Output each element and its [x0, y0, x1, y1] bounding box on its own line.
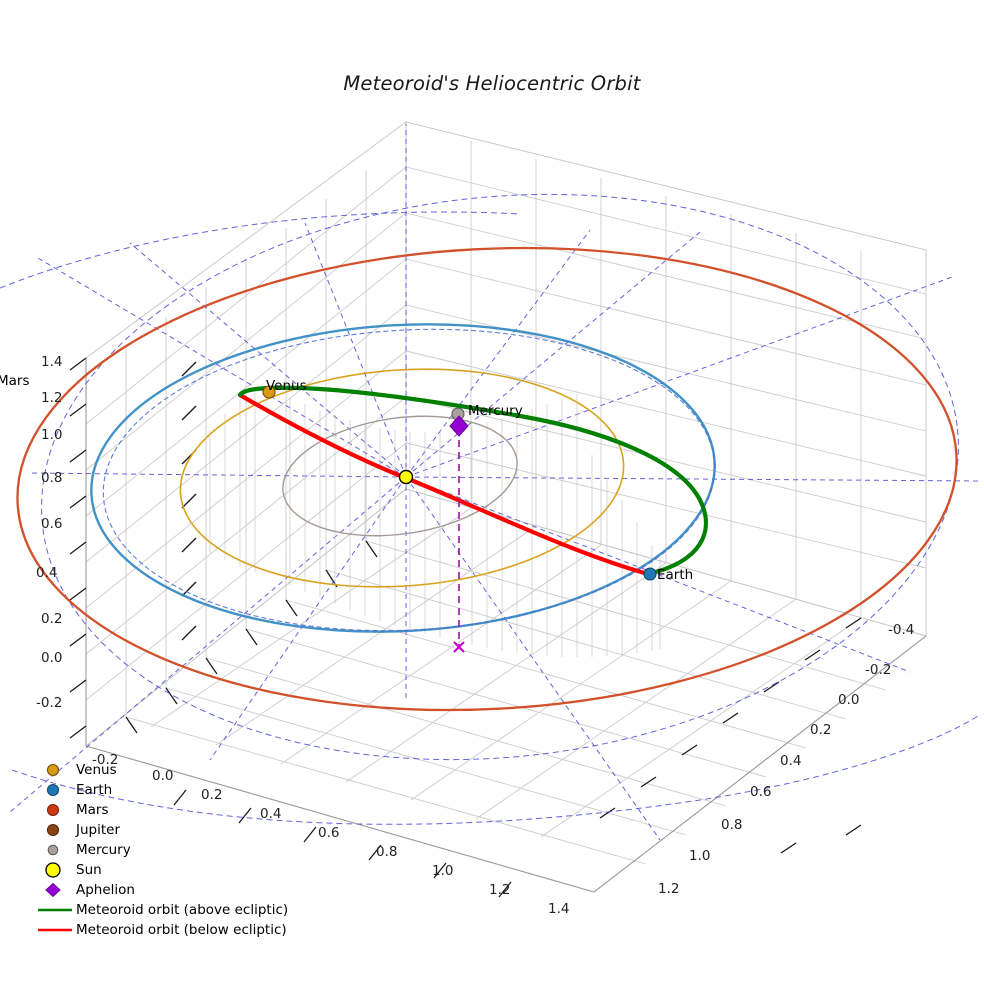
legend-item-mars[interactable]: Mars: [36, 800, 296, 820]
mars-marker-icon: [36, 800, 76, 820]
orbit-earth: [90, 323, 716, 633]
legend-label-earth: Earth: [76, 782, 113, 798]
x-tick-7: 1.2: [489, 882, 511, 898]
legend-label-below-ecliptic: Meteoroid orbit (below ecliptic): [76, 922, 287, 938]
marker-earth: [643, 567, 657, 581]
pane-back-right: [405, 121, 927, 637]
meteoroid-stem-lines: [209, 393, 661, 657]
aphelion-projection-line: [453, 428, 465, 653]
z-tick-2: 1.0: [41, 427, 63, 443]
legend-item-mercury[interactable]: Mercury: [36, 840, 296, 860]
x-tick-4: 0.6: [318, 825, 340, 841]
venus-marker-icon: [36, 760, 76, 780]
sun-marker-icon: [36, 860, 76, 880]
body-markers: [262, 385, 657, 581]
green-line-icon: [36, 900, 76, 920]
y-tick-8: 1.2: [658, 881, 680, 897]
mars-annotation-label: Mars: [0, 373, 30, 389]
orbit-mars: [16, 246, 958, 712]
marker-sun: [398, 469, 414, 485]
axis-spines: [85, 358, 927, 893]
pane-back-left: [85, 121, 407, 747]
page-title: Meteoroid's Heliocentric Orbit: [343, 72, 641, 95]
legend-label-mars: Mars: [76, 802, 109, 818]
y-tick-6: 0.8: [721, 817, 743, 833]
venus-annotation-label: Venus: [266, 378, 307, 394]
z-tick-5: 0.4: [36, 565, 58, 581]
orbit-mercury: [282, 415, 518, 537]
legend-label-mercury: Mercury: [76, 842, 131, 858]
z-tick-4: 0.6: [41, 516, 63, 532]
y-tick-4: 0.4: [780, 753, 802, 769]
mercury-annotation-label: Mercury: [468, 403, 523, 419]
y-axis-ticks: [599, 617, 862, 854]
legend-item-below-ecliptic[interactable]: Meteoroid orbit (below ecliptic): [36, 920, 296, 940]
z-tick-0: 1.4: [41, 354, 63, 370]
y-tick-5: 0.6: [750, 784, 772, 800]
x-tick-8: 1.4: [548, 901, 570, 917]
legend-label-venus: Venus: [76, 762, 117, 778]
legend-item-venus[interactable]: Venus: [36, 760, 296, 780]
earth-marker-icon: [36, 780, 76, 800]
y-tick-3: 0.2: [810, 722, 832, 738]
z-tick-1: 1.2: [41, 390, 63, 406]
marker-venus: [262, 385, 276, 399]
x-tick-2: 0.2: [201, 787, 223, 803]
mercury-marker-icon: [36, 840, 76, 860]
legend-item-sun[interactable]: Sun: [36, 860, 296, 880]
legend-label-jupiter: Jupiter: [76, 822, 121, 838]
aphelion-marker-icon: [36, 880, 76, 900]
z-tick-7: 0.0: [41, 650, 63, 666]
legend-item-above-ecliptic[interactable]: Meteoroid orbit (above ecliptic): [36, 900, 296, 920]
x-tick-0: -0.2: [92, 752, 119, 768]
x-axis-ticks-lower: [173, 789, 512, 898]
x-tick-3: 0.4: [260, 806, 282, 822]
ecliptic-guide-lines: [0, 124, 979, 841]
legend-label-above-ecliptic: Meteoroid orbit (above ecliptic): [76, 902, 289, 918]
jupiter-marker-icon: [36, 820, 76, 840]
z-tick-8: -0.2: [36, 695, 63, 711]
legend-item-aphelion[interactable]: Aphelion: [36, 880, 296, 900]
z-tick-3: 0.8: [41, 470, 63, 486]
legend-item-jupiter[interactable]: Jupiter: [36, 820, 296, 840]
marker-aphelion: [449, 415, 469, 437]
legend-label-aphelion: Aphelion: [76, 882, 135, 898]
z-tick-6: 0.2: [41, 611, 63, 627]
legend-label-sun: Sun: [76, 862, 102, 878]
meteoroid-orbit-below-ecliptic: [237, 392, 651, 577]
x-tick-6: 1.0: [432, 863, 454, 879]
earth-annotation-label: Earth: [657, 567, 694, 583]
z-axis-ticks: [69, 357, 197, 739]
orbit-venus: [179, 368, 625, 588]
y-axis-spine: [593, 635, 927, 893]
y-tick-7: 1.0: [689, 848, 711, 864]
sun-radial-spokes: [9, 124, 979, 841]
y-tick-1: -0.2: [865, 662, 892, 678]
y-tick-2: 0.0: [838, 692, 860, 708]
legend-item-earth[interactable]: Earth: [36, 780, 296, 800]
x-tick-1: 0.0: [152, 768, 174, 784]
y-tick-0: -0.4: [888, 622, 915, 638]
x-axis-spine: [85, 745, 595, 893]
legend: Venus Earth Mars Jupiter Mercury: [36, 760, 296, 940]
aphelion-projection-marker: [453, 641, 465, 653]
meteoroid-orbit-above-ecliptic: [237, 385, 709, 577]
x-tick-5: 0.8: [376, 844, 398, 860]
red-line-icon: [36, 920, 76, 940]
